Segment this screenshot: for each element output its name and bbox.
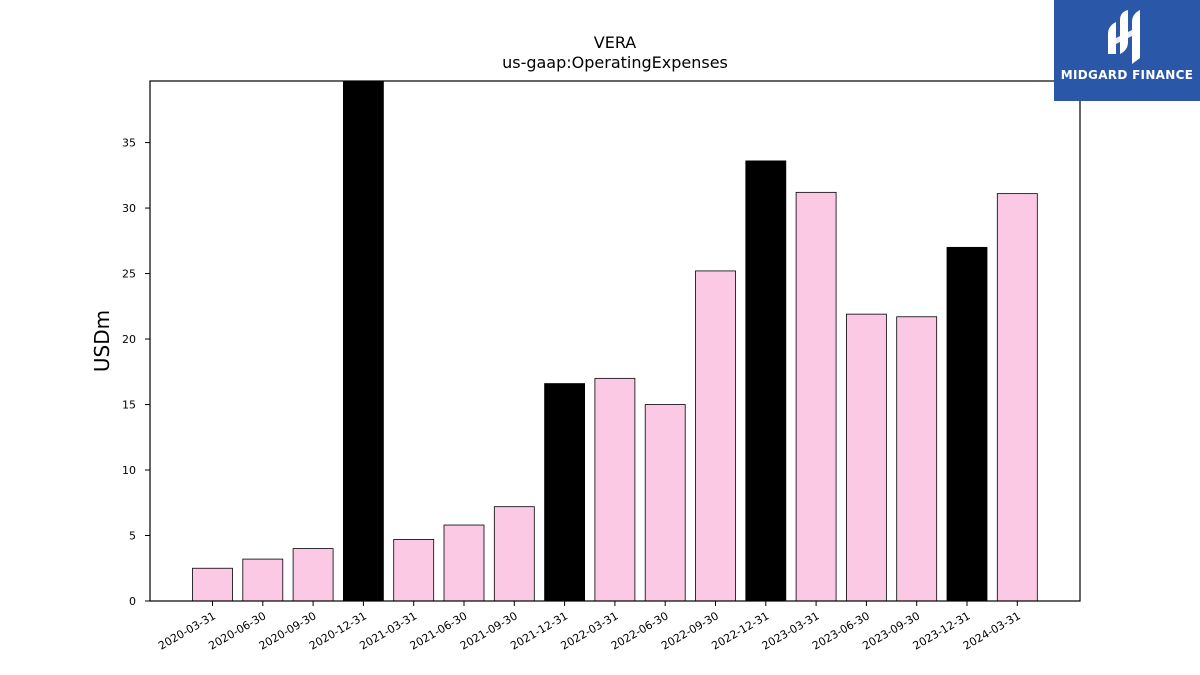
bar-2020-06-30 [242,558,284,601]
y-tick-label: 30 [122,202,136,215]
y-tick-label: 10 [122,464,136,477]
bar-2023-03-31 [795,191,837,601]
bar-2020-09-30 [292,548,334,601]
y-tick-label: 15 [122,399,136,412]
y-tick-label: 5 [129,530,136,543]
chart-title: VERA [593,33,637,52]
bar-2024-03-31 [996,193,1038,601]
bar-2020-12-31 [342,81,384,601]
bar-2020-03-31 [192,567,233,601]
bar-2021-06-30 [443,524,485,601]
bar-2021-03-31 [393,539,435,601]
bar-2023-12-31 [946,246,988,601]
bar-2022-12-31 [745,160,787,601]
x-tick-label: 2024-03-31 [961,609,1023,652]
bar-2021-12-31 [544,383,585,601]
y-tick-label: 0 [129,595,136,608]
midgard-finance-logo: MIDGARD FINANCE [1054,0,1200,101]
bars-group [192,81,1038,601]
y-tick-label: 20 [122,333,136,346]
y-axis-label: USDm [90,310,114,372]
bar-2023-06-30 [846,313,887,601]
bar-2022-06-30 [644,404,686,601]
y-tick-label: 35 [122,137,136,150]
logo-text: MIDGARD FINANCE [1060,68,1194,82]
bar-2022-03-31 [594,377,636,601]
bar-2022-09-30 [695,270,736,601]
bar-2023-09-30 [896,316,938,601]
midgard-logo-icon [1108,10,1140,64]
chart-subtitle: us-gaap:OperatingExpenses [502,53,728,72]
y-tick-label: 25 [122,268,136,281]
bar-2021-09-30 [493,506,535,601]
